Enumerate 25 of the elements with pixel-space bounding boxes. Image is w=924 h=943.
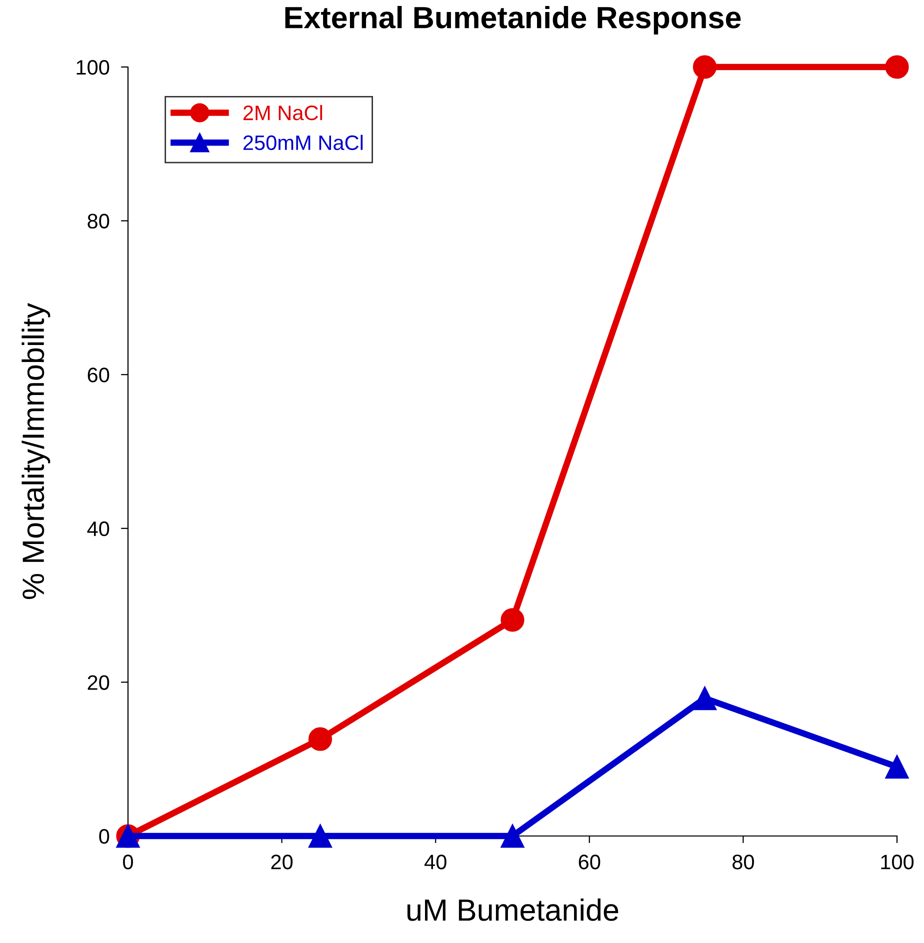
- legend-label: 250mM NaCl: [243, 134, 363, 150]
- y-tick-label: 80: [88, 214, 110, 229]
- point: [692, 55, 717, 79]
- x-tick-label: 80: [732, 854, 754, 870]
- x-axis-title: uM Bumetanide: [407, 898, 618, 921]
- point: [500, 608, 524, 632]
- y-tick-label: 60: [88, 368, 110, 382]
- legend-label: 2M NaCl: [243, 104, 322, 120]
- y-tick-label: 0: [99, 829, 110, 844]
- x-tick-label: 40: [424, 854, 446, 870]
- point: [500, 824, 524, 848]
- y-axis-title: % Mortality/Immobility: [22, 302, 50, 599]
- x-tick-label: 100: [881, 854, 914, 870]
- x-tick-label: 60: [578, 854, 600, 870]
- y-tick-label: 20: [88, 675, 110, 690]
- point: [885, 55, 909, 79]
- point: [308, 824, 332, 848]
- x-tick-label: 0: [123, 854, 133, 870]
- chart-title: External Bumetanide Response: [285, 6, 741, 34]
- y-tick-label: 40: [87, 521, 110, 536]
- point: [692, 686, 717, 710]
- point: [308, 727, 332, 751]
- point: [885, 754, 909, 779]
- x-tick-label: 20: [271, 854, 293, 870]
- y-tick-label: 100: [76, 60, 110, 75]
